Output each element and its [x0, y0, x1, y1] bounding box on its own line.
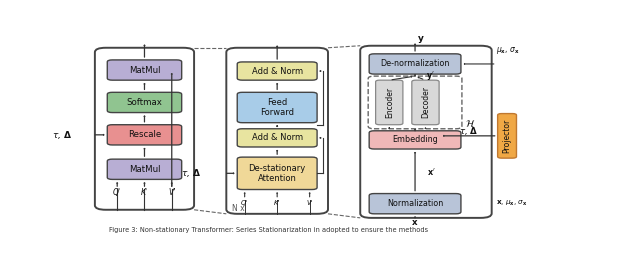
- Text: Decoder: Decoder: [421, 87, 430, 118]
- Text: $\mathcal{H}$: $\mathcal{H}$: [465, 118, 475, 129]
- Text: $\tau$, $\bf\Delta$: $\tau$, $\bf\Delta$: [459, 125, 478, 137]
- Text: Projector: Projector: [502, 119, 511, 153]
- Text: $\mathbf{y}'$: $\mathbf{y}'$: [426, 69, 435, 82]
- Text: Add & Norm: Add & Norm: [252, 67, 303, 75]
- FancyBboxPatch shape: [227, 48, 328, 214]
- Text: De-normalization: De-normalization: [380, 59, 450, 68]
- Text: $\mathbf{y}$: $\mathbf{y}$: [417, 34, 425, 45]
- FancyBboxPatch shape: [108, 92, 182, 113]
- Text: Add & Norm: Add & Norm: [252, 133, 303, 142]
- Text: K': K': [141, 188, 148, 197]
- FancyBboxPatch shape: [376, 80, 403, 125]
- Text: Feed
Forward: Feed Forward: [260, 98, 294, 117]
- Text: MatMul: MatMul: [129, 65, 160, 74]
- Text: V': V': [307, 200, 313, 206]
- Text: $\tau$, $\bf\Delta$: $\tau$, $\bf\Delta$: [52, 129, 72, 141]
- FancyBboxPatch shape: [237, 129, 317, 147]
- Text: V': V': [168, 188, 175, 197]
- FancyBboxPatch shape: [369, 131, 461, 149]
- FancyBboxPatch shape: [369, 194, 461, 214]
- FancyBboxPatch shape: [412, 80, 439, 125]
- FancyBboxPatch shape: [368, 76, 462, 129]
- Text: Rescale: Rescale: [128, 130, 161, 139]
- Text: K': K': [274, 200, 280, 206]
- Text: Figure 3: Non-stationary Transformer: Series Stationarization in adopted to ensu: Figure 3: Non-stationary Transformer: Se…: [109, 227, 428, 234]
- Text: Q': Q': [241, 200, 248, 206]
- Text: De-stationary
Attention: De-stationary Attention: [248, 164, 306, 183]
- FancyBboxPatch shape: [237, 157, 317, 190]
- Text: Embedding: Embedding: [392, 135, 438, 144]
- Text: $\mathbf{x}'$: $\mathbf{x}'$: [428, 166, 436, 177]
- Text: Normalization: Normalization: [387, 199, 443, 208]
- Text: MatMul: MatMul: [129, 165, 160, 174]
- FancyBboxPatch shape: [108, 125, 182, 145]
- Text: Encoder: Encoder: [385, 87, 394, 118]
- Text: $\mathbf{x}$, $\mu_\mathbf{x}$, $\sigma_\mathbf{x}$: $\mathbf{x}$, $\mu_\mathbf{x}$, $\sigma_…: [496, 199, 528, 208]
- Text: $\tau$, $\bf\Delta$: $\tau$, $\bf\Delta$: [182, 167, 202, 179]
- Text: $\mathbf{x}$: $\mathbf{x}$: [412, 219, 419, 227]
- FancyBboxPatch shape: [369, 54, 461, 74]
- Text: Q': Q': [113, 188, 121, 197]
- FancyBboxPatch shape: [108, 60, 182, 80]
- Text: N x: N x: [232, 204, 245, 213]
- FancyBboxPatch shape: [237, 62, 317, 80]
- Text: $\mu_\mathbf{x}$, $\sigma_\mathbf{x}$: $\mu_\mathbf{x}$, $\sigma_\mathbf{x}$: [496, 45, 520, 56]
- FancyBboxPatch shape: [498, 114, 516, 158]
- Text: Softmax: Softmax: [127, 98, 163, 107]
- FancyBboxPatch shape: [360, 46, 492, 218]
- FancyBboxPatch shape: [108, 159, 182, 179]
- FancyBboxPatch shape: [95, 48, 194, 210]
- FancyBboxPatch shape: [237, 92, 317, 123]
